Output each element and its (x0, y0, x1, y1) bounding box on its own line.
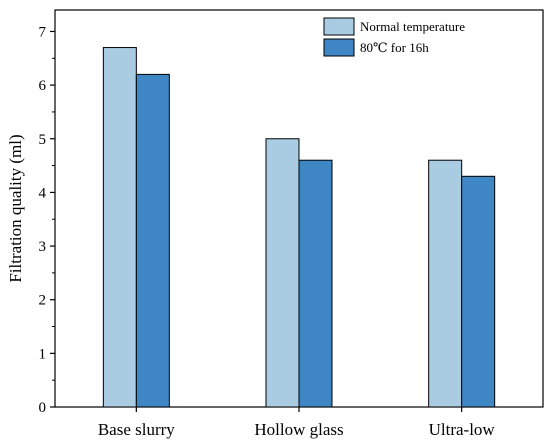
y-tick-label: 0 (39, 400, 47, 416)
legend-swatch (323, 38, 355, 57)
y-tick-label: 4 (39, 185, 47, 201)
y-tick-label: 7 (39, 24, 47, 40)
bar (461, 175, 496, 408)
bar (428, 159, 463, 408)
y-tick-label: 3 (39, 239, 47, 255)
bar (135, 73, 170, 408)
y-tick-label: 2 (39, 293, 47, 309)
y-tick-label: 5 (39, 132, 47, 148)
legend: Normal temperature 80℃ for 16h (323, 17, 465, 57)
x-tick-label: Ultra-low (429, 420, 496, 439)
y-tick-label: 6 (39, 78, 47, 94)
x-tick-label: Base slurry (98, 420, 175, 439)
y-tick-label: 1 (39, 346, 47, 362)
bar (265, 138, 300, 408)
legend-swatch (323, 17, 355, 36)
y-axis-title: Filtration quality (ml) (6, 134, 25, 282)
tick-labels: 0 1 2 3 4 5 6 7 Base slurry Hollow glass Ultra-low (39, 24, 496, 439)
bars (102, 47, 496, 408)
legend-label: 80℃ for 16h (360, 40, 429, 55)
legend-label: Normal temperature (360, 19, 465, 34)
x-tick-label: Hollow glass (254, 420, 343, 439)
bar (102, 47, 137, 408)
bar (298, 159, 333, 408)
